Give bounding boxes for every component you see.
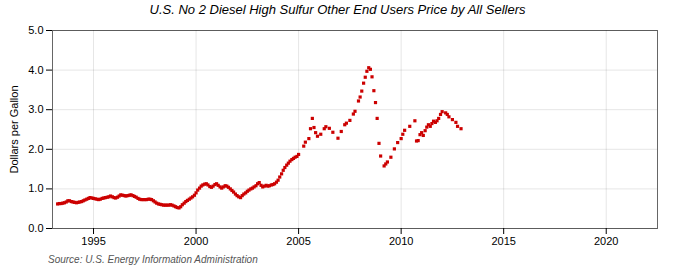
html-text:U.S. No 2 Diesel High Sulfur O: U.S. No 2 Diesel High Sulfur Other End U… bbox=[149, 2, 526, 17]
svg-text:2020: 2020 bbox=[594, 235, 618, 247]
svg-text:2000: 2000 bbox=[184, 235, 208, 247]
svg-text:2.0: 2.0 bbox=[28, 143, 43, 155]
svg-text:1.0: 1.0 bbox=[28, 182, 43, 194]
svg-text:2005: 2005 bbox=[286, 235, 310, 247]
svg-text:2010: 2010 bbox=[389, 235, 413, 247]
svg-text:3.0: 3.0 bbox=[28, 103, 43, 115]
svg-text:2015: 2015 bbox=[491, 235, 515, 247]
svg-text:5.0: 5.0 bbox=[28, 24, 43, 36]
svg-text:1995: 1995 bbox=[81, 235, 105, 247]
svg-text:4.0: 4.0 bbox=[28, 64, 43, 76]
html-text:Source: U.S. Energy Informatio: Source: U.S. Energy Information Administ… bbox=[48, 254, 258, 265]
svg-text:0.0: 0.0 bbox=[28, 222, 43, 234]
svg-text:Dollars per Gallon: Dollars per Gallon bbox=[8, 85, 20, 173]
